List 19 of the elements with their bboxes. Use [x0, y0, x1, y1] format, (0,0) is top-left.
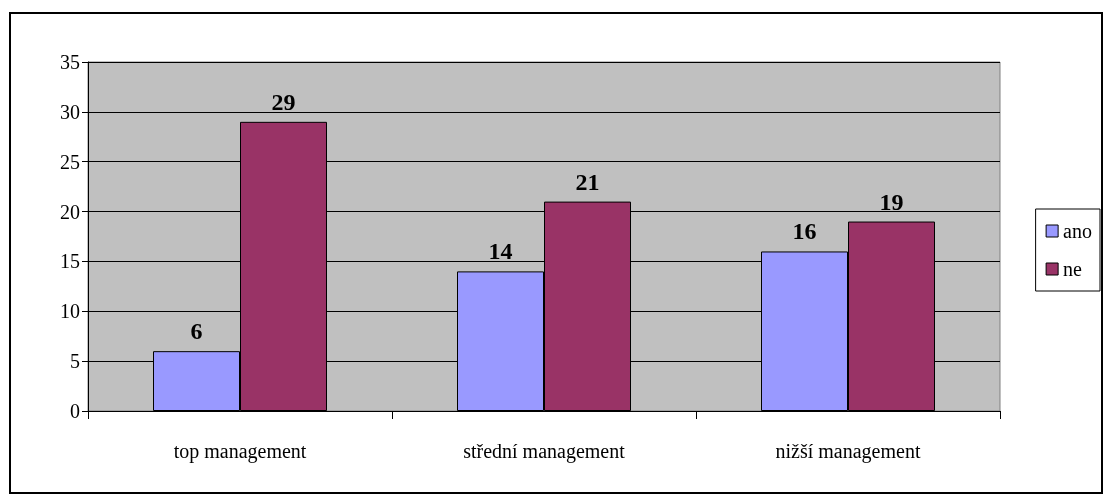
data-label: 14: [488, 238, 513, 265]
y-tick-label: 30: [60, 100, 80, 123]
y-tick-label: 0: [70, 400, 80, 422]
data-label: 19: [879, 188, 904, 215]
x-tick-label: střední management: [463, 440, 626, 463]
x-tick-label: top management: [173, 440, 307, 463]
y-tick-label: 35: [60, 51, 80, 73]
y-tick-label: 15: [60, 250, 80, 273]
data-label: 29: [271, 88, 296, 115]
y-tick-label: 10: [60, 300, 80, 323]
y-tick-label: 5: [70, 350, 80, 373]
y-tick-label: 25: [60, 150, 80, 173]
x-tick-label: nižší management: [775, 440, 921, 463]
legend-label: ne: [1063, 258, 1083, 280]
y-tick-label: 20: [60, 200, 80, 223]
legend-label: ano: [1063, 220, 1093, 242]
data-label: 16: [792, 218, 817, 245]
data-label: 6: [190, 318, 203, 345]
data-label: 21: [575, 168, 600, 195]
